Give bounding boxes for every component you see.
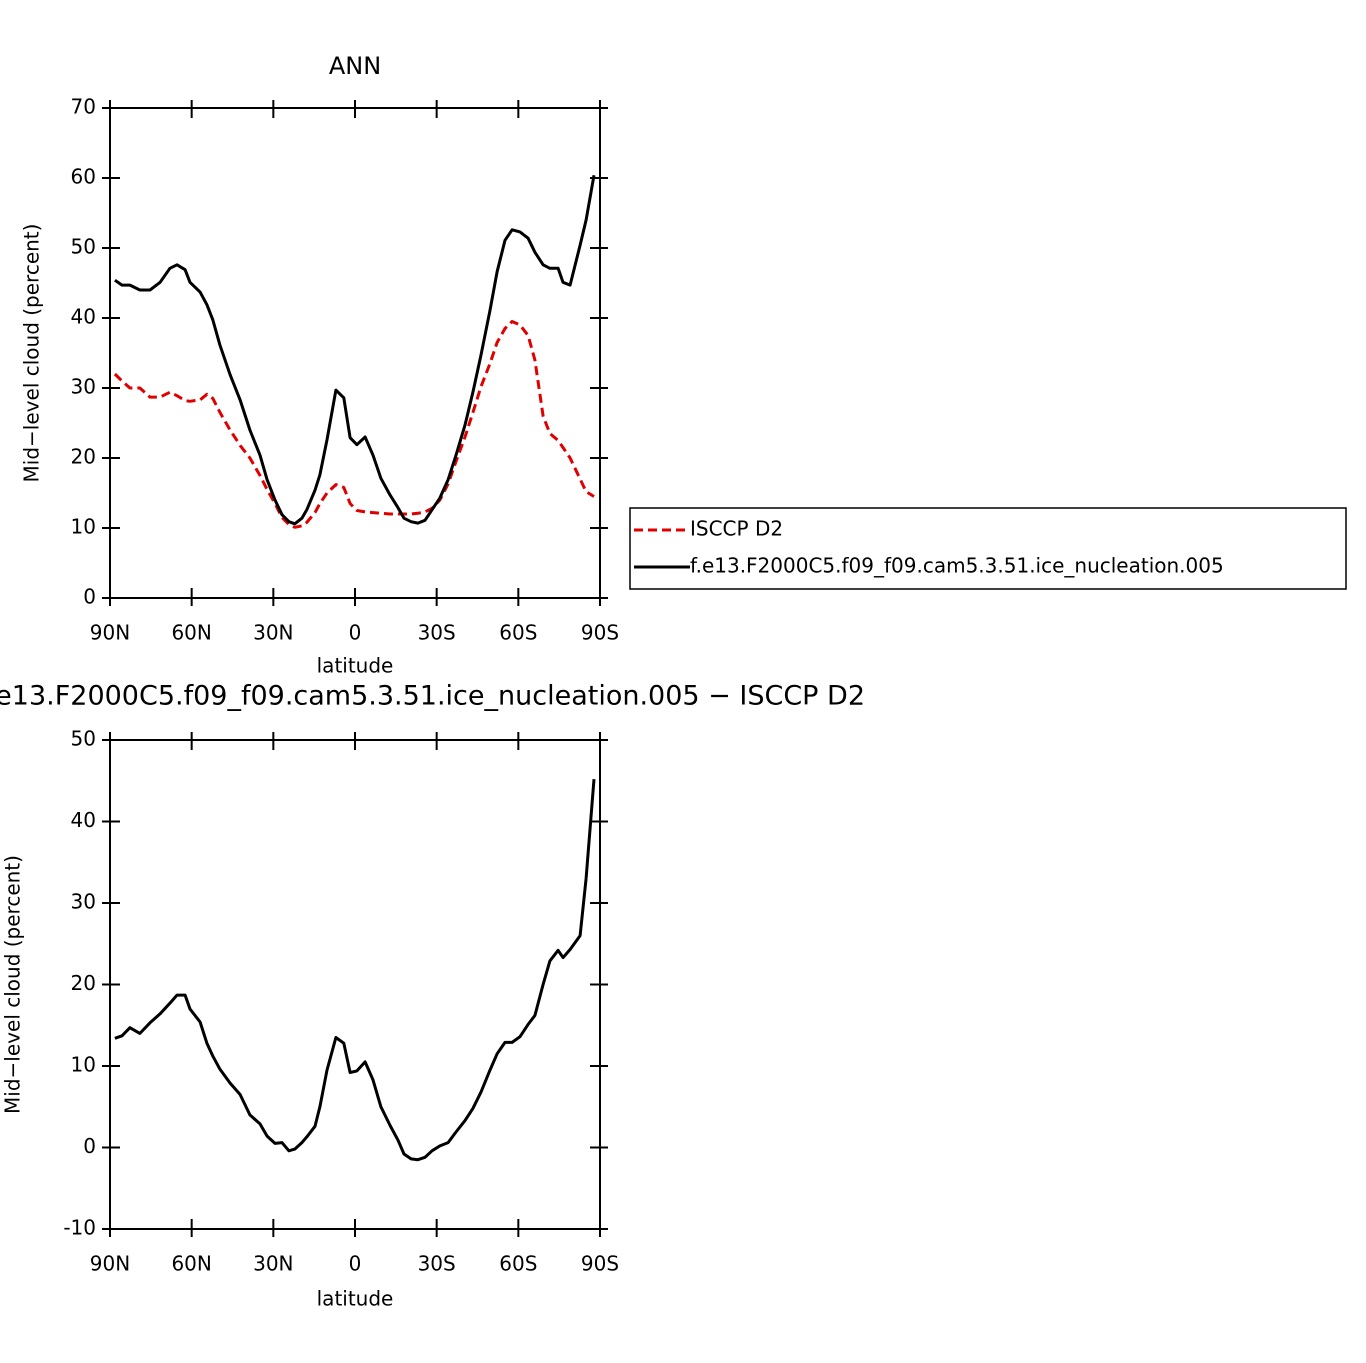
y-tick-label: 70 — [71, 95, 96, 119]
series-line — [113, 320, 595, 529]
series-line — [114, 174, 596, 526]
plot-frame — [109, 107, 601, 599]
legend-label: f.e13.F2000C5.f09_f09.cam5.3.51.ice_nucl… — [690, 554, 1224, 578]
y-tick-label: 50 — [71, 235, 96, 259]
x-tick-label: 30S — [418, 1252, 456, 1276]
series-line — [114, 778, 596, 1162]
x-tick-label: 90N — [90, 621, 130, 645]
x-tick-label: 90S — [581, 1252, 619, 1276]
y-tick-label: 20 — [71, 971, 96, 995]
chart-title: f.e13.F2000C5.f09_f09.cam5.3.51.ice_nucl… — [0, 681, 865, 712]
x-tick-label: 0 — [349, 1252, 362, 1276]
y-tick-label: 10 — [71, 515, 96, 539]
x-tick-label: 60S — [499, 1252, 537, 1276]
y-tick-label: 10 — [71, 1053, 96, 1077]
legend-label: ISCCP D2 — [690, 517, 783, 541]
x-tick-label: 60N — [171, 1252, 211, 1276]
y-tick-label: 50 — [71, 727, 96, 751]
y-tick-label: 20 — [71, 445, 96, 469]
x-tick-label: 90N — [90, 1252, 130, 1276]
y-tick-label: 30 — [71, 375, 96, 399]
y-tick-label: 0 — [83, 1134, 96, 1158]
plot-frame — [109, 739, 601, 1230]
y-tick-label: 40 — [71, 305, 96, 329]
x-tick-label: 60S — [499, 621, 537, 645]
x-axis-label: latitude — [317, 1287, 394, 1311]
x-tick-label: 30S — [418, 621, 456, 645]
x-tick-label: 0 — [349, 621, 362, 645]
x-tick-label: 30N — [253, 621, 293, 645]
legend-box — [629, 507, 1347, 590]
x-tick-label: 90S — [581, 621, 619, 645]
y-axis-label: Mid−level cloud (percent) — [20, 224, 44, 483]
chart-title: ANN — [329, 52, 381, 80]
y-tick-label: 0 — [83, 585, 96, 609]
y-tick-label: -10 — [63, 1216, 96, 1240]
x-tick-label: 30N — [253, 1252, 293, 1276]
x-axis-label: latitude — [317, 654, 394, 678]
x-tick-label: 60N — [171, 621, 211, 645]
y-tick-label: 40 — [71, 808, 96, 832]
y-tick-label: 30 — [71, 890, 96, 914]
y-axis-label: Mid−level cloud (percent) — [1, 855, 25, 1114]
y-tick-label: 60 — [71, 165, 96, 189]
